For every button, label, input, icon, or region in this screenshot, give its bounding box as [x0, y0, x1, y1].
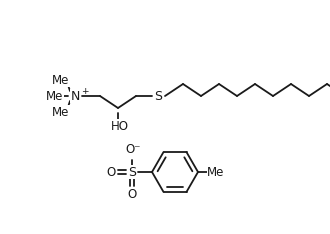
Text: Me: Me — [52, 73, 70, 87]
Text: S: S — [154, 89, 162, 102]
Text: Me: Me — [52, 106, 70, 118]
Text: HO: HO — [111, 120, 129, 132]
Text: S: S — [128, 165, 136, 179]
Text: O⁻: O⁻ — [125, 143, 141, 156]
Text: N: N — [70, 89, 80, 102]
Text: O: O — [127, 188, 137, 201]
Text: +: + — [81, 87, 88, 95]
Text: O: O — [107, 165, 116, 179]
Text: Me: Me — [207, 165, 225, 179]
Text: Me: Me — [46, 89, 64, 102]
